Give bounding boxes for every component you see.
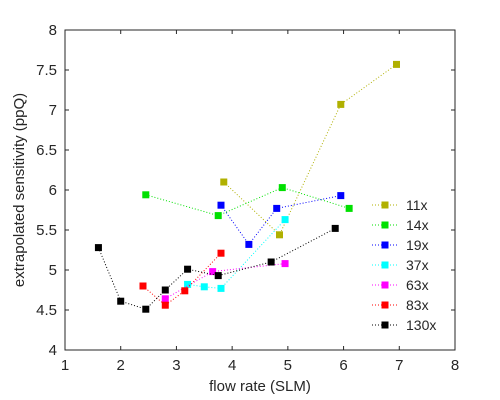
- series-14x: [142, 184, 353, 220]
- series-83x: [139, 249, 225, 309]
- x-tick-label: 1: [61, 357, 69, 374]
- legend-item-83x: 83x: [372, 297, 429, 313]
- legend-marker: [381, 321, 389, 329]
- data-point: [161, 286, 169, 294]
- data-point: [217, 201, 225, 209]
- x-tick-label: 2: [117, 357, 125, 374]
- y-tick-label: 4.5: [36, 302, 57, 319]
- data-point: [281, 216, 289, 224]
- data-point: [161, 301, 169, 309]
- legend-marker: [381, 201, 389, 209]
- x-tick-label: 5: [284, 357, 292, 374]
- legend-label: 11x: [406, 197, 428, 213]
- legend-marker: [381, 301, 389, 309]
- y-tick-label: 8: [49, 22, 57, 39]
- plot-area: [64, 29, 456, 351]
- plot-frame: [64, 29, 456, 351]
- data-point: [214, 212, 222, 220]
- legend-marker: [381, 221, 389, 229]
- legend-label: 130x: [406, 317, 436, 333]
- legend-marker: [381, 241, 389, 249]
- y-axis-label: extrapolated sensitivity (ppQ): [11, 93, 28, 287]
- data-point: [278, 184, 286, 192]
- legend-item-14x: 14x: [372, 217, 429, 233]
- data-point: [217, 284, 225, 292]
- data-point: [331, 224, 339, 232]
- data-point: [337, 192, 345, 200]
- legend-label: 19x: [406, 237, 429, 253]
- series-63x: [161, 260, 289, 303]
- data-point: [142, 191, 150, 199]
- series-layer: [94, 60, 400, 313]
- series-37x: [184, 216, 289, 292]
- legend-label: 14x: [406, 217, 429, 233]
- data-point: [142, 305, 150, 313]
- data-point: [276, 231, 283, 239]
- data-point: [184, 265, 192, 273]
- y-tick-label: 5: [49, 262, 57, 279]
- x-tick-label: 7: [395, 357, 403, 374]
- legend-item-11x: 11x: [372, 197, 428, 213]
- x-tick-label: 8: [451, 357, 459, 374]
- legend-item-37x: 37x: [372, 257, 429, 273]
- data-point: [209, 268, 217, 276]
- data-point: [273, 204, 281, 212]
- series-line: [145, 187, 350, 217]
- x-tick-label: 4: [228, 357, 236, 374]
- y-tick-label: 7: [49, 102, 57, 119]
- series-line: [220, 195, 341, 246]
- data-point: [181, 287, 189, 295]
- series-11x: [220, 60, 400, 239]
- legend-item-19x: 19x: [372, 237, 429, 253]
- y-tick-label: 6: [49, 182, 57, 199]
- series-19x: [217, 192, 345, 248]
- y-tick-label: 5.5: [36, 222, 57, 239]
- data-point: [281, 260, 289, 268]
- data-point: [139, 282, 147, 290]
- data-point: [245, 240, 253, 248]
- x-axis-label: flow rate (SLM): [209, 378, 311, 395]
- data-point: [200, 283, 208, 291]
- legend: 11x 14x 19x 37x 63x 83x 130x: [372, 197, 436, 333]
- series-line: [223, 63, 397, 236]
- x-tick-label: 6: [339, 357, 347, 374]
- data-point: [267, 258, 275, 266]
- legend-label: 37x: [406, 257, 429, 273]
- y-tick-label: 4: [49, 342, 57, 359]
- legend-label: 83x: [406, 297, 429, 313]
- data-point: [220, 178, 228, 186]
- data-point: [393, 60, 400, 68]
- y-tick-label: 7.5: [36, 62, 57, 79]
- legend-marker: [381, 261, 389, 269]
- legend-item-130x: 130x: [372, 317, 436, 333]
- y-tick-label: 6.5: [36, 142, 57, 159]
- data-point: [217, 249, 225, 257]
- data-point: [337, 100, 345, 108]
- ticks-layer: 1 2 3 4 5 6 7 8 4 4.5 5 5.5 6 6.5 7 7.5 8: [36, 22, 459, 374]
- legend-marker: [381, 281, 389, 289]
- data-point: [161, 295, 169, 303]
- x-tick-label: 3: [172, 357, 180, 374]
- legend-label: 63x: [406, 277, 429, 293]
- data-point: [345, 204, 353, 212]
- data-point: [214, 272, 222, 280]
- data-point: [117, 297, 125, 305]
- series-line: [97, 227, 336, 310]
- series-130x: [94, 224, 339, 313]
- legend-item-63x: 63x: [372, 277, 429, 293]
- data-point: [94, 244, 102, 252]
- data-point: [184, 280, 192, 288]
